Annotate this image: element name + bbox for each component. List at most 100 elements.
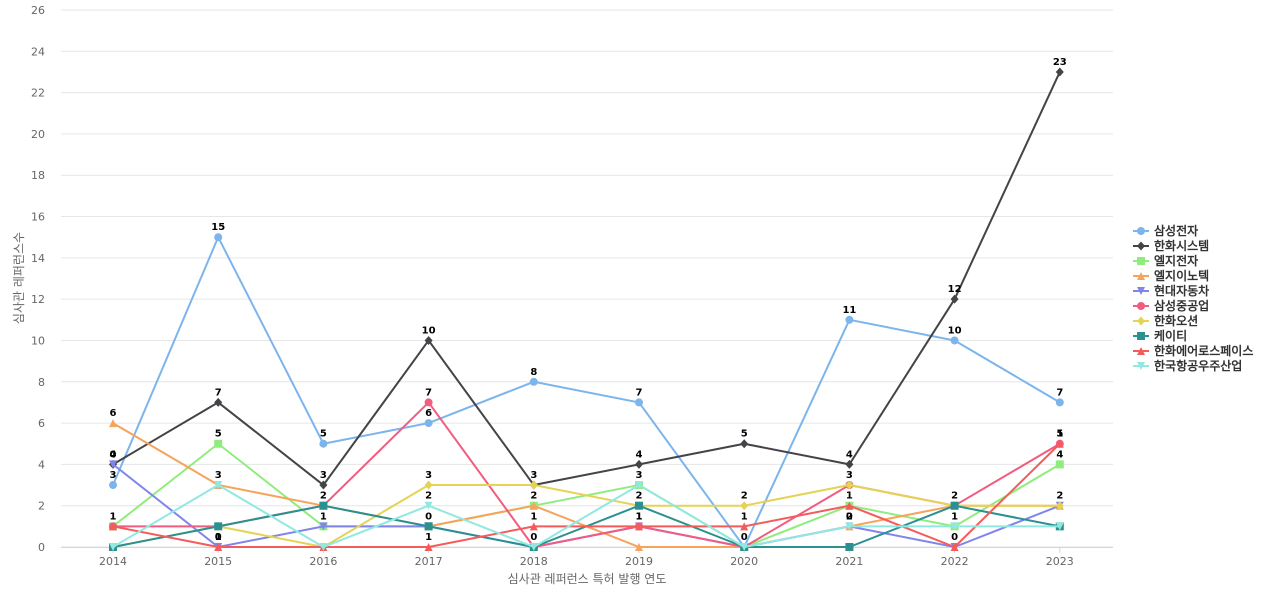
data-point: [214, 522, 223, 531]
data-label: 1: [951, 511, 958, 522]
legend-item[interactable]: 케이티: [1133, 328, 1187, 343]
data-point: [214, 481, 223, 490]
legend-marker: [1137, 257, 1145, 265]
data-label: 0: [110, 449, 117, 460]
data-label: 23: [1053, 57, 1067, 68]
data-label: 11: [842, 305, 856, 316]
data-point: [635, 481, 643, 490]
data-label: 0: [951, 532, 958, 543]
data-point: [424, 501, 433, 510]
legend-label: 엘지전자: [1154, 253, 1198, 268]
legend-item[interactable]: 한화오션: [1133, 313, 1198, 328]
data-label: 0: [425, 511, 432, 522]
y-tick-label: 12: [31, 293, 45, 306]
x-tick-label: 2017: [415, 555, 443, 568]
legend-item[interactable]: 한화에어로스페이스: [1133, 343, 1253, 358]
data-label: 1: [741, 511, 748, 522]
legend-item[interactable]: 엘지전자: [1133, 253, 1198, 268]
data-point: [319, 480, 328, 490]
legend-label: 삼성중공업: [1154, 298, 1209, 313]
data-label: 3: [320, 470, 327, 481]
y-tick-label: 26: [31, 4, 45, 17]
data-point: [635, 543, 643, 551]
legend-marker: [1137, 362, 1145, 370]
data-point: [109, 522, 117, 531]
data-point: [635, 459, 643, 469]
data-label: 5: [1056, 429, 1063, 440]
data-point: [1055, 501, 1064, 511]
data-label: 2: [846, 511, 853, 522]
data-point: [529, 543, 538, 551]
series-4: [109, 419, 1064, 551]
data-point: [109, 419, 117, 428]
data-point: [845, 522, 854, 531]
data-point: [635, 522, 643, 531]
data-point: [845, 501, 854, 510]
legend-marker: [1137, 272, 1145, 280]
data-point: [845, 315, 854, 324]
series-line: [112, 484, 1061, 548]
data-point: [319, 439, 328, 448]
y-tick-label: 16: [31, 211, 45, 224]
data-label: 15: [211, 222, 225, 233]
y-tick-label: 4: [38, 458, 45, 471]
x-tick-label: 2014: [99, 555, 127, 568]
data-point: [214, 439, 223, 448]
data-point: [529, 480, 538, 490]
data-label: 8: [530, 367, 537, 378]
data-label: 4: [110, 449, 117, 460]
data-point: [214, 543, 223, 551]
y-tick-label: 18: [31, 169, 45, 182]
legend-item[interactable]: 한국항공우주산업: [1133, 358, 1242, 373]
data-point: [319, 501, 328, 510]
data-label: 7: [636, 387, 643, 398]
legend-label: 한화오션: [1154, 313, 1198, 328]
data-point: [1055, 522, 1064, 531]
y-tick-label: 22: [31, 87, 45, 100]
data-point: [1055, 460, 1064, 469]
series-line: [112, 484, 1061, 548]
legend-item[interactable]: 한화시스템: [1133, 238, 1209, 253]
series-line: [112, 422, 1061, 548]
data-point: [950, 543, 959, 551]
legend-item[interactable]: 엘지이노텍: [1133, 268, 1209, 283]
data-label: 3: [636, 470, 643, 481]
data-point: [740, 439, 749, 449]
data-point: [319, 522, 328, 531]
legend-item[interactable]: 현대자동차: [1133, 283, 1209, 298]
data-point: [950, 294, 959, 304]
data-point: [424, 543, 433, 551]
data-label: 4: [636, 449, 643, 460]
x-tick-label: 2016: [309, 555, 337, 568]
legend-item[interactable]: 삼성전자: [1133, 223, 1198, 238]
y-axis-title: 심사관 레퍼런스수: [12, 232, 26, 324]
x-tick-label: 2019: [625, 555, 653, 568]
data-point: [424, 419, 433, 428]
data-point: [109, 460, 117, 469]
data-point: [319, 543, 328, 551]
data-point: [109, 481, 117, 490]
data-label: 3: [425, 470, 432, 481]
legend-item[interactable]: 삼성중공업: [1133, 298, 1209, 313]
legend-label: 삼성전자: [1154, 223, 1198, 238]
data-label: 2: [636, 491, 643, 502]
data-point: [740, 522, 749, 531]
data-label: 7: [1056, 387, 1063, 398]
data-label: 2: [320, 491, 327, 502]
x-tick-label: 2015: [204, 555, 232, 568]
data-label: 12: [948, 284, 962, 295]
data-label: 10: [948, 325, 962, 336]
data-point: [109, 543, 117, 551]
data-label: 1: [425, 532, 432, 543]
legend-label: 한국항공우주산업: [1154, 358, 1242, 373]
data-label: 2: [741, 491, 748, 502]
data-point: [529, 377, 538, 386]
legend-label: 현대자동차: [1154, 283, 1209, 298]
data-label: 3: [530, 470, 537, 481]
data-label: 0: [846, 511, 853, 522]
data-label: 2: [425, 491, 432, 502]
legend-label: 한화시스템: [1154, 238, 1209, 253]
data-point: [950, 522, 959, 531]
